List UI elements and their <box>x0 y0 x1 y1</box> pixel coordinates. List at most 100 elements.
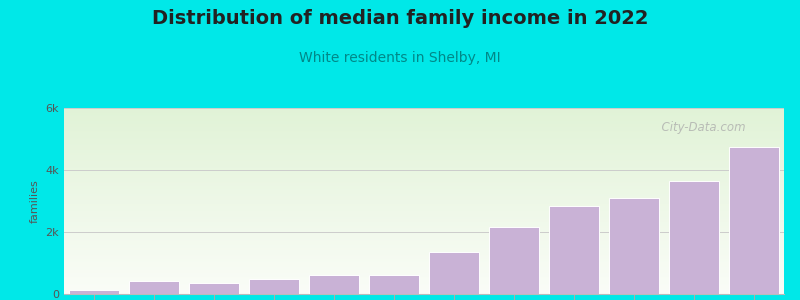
Bar <box>64 293 784 294</box>
Bar <box>64 156 784 157</box>
Bar <box>64 194 784 195</box>
Bar <box>64 284 784 285</box>
Bar <box>64 153 784 154</box>
Bar <box>64 222 784 223</box>
Bar <box>64 125 784 126</box>
Bar <box>64 279 784 280</box>
Bar <box>64 193 784 194</box>
Bar <box>64 112 784 114</box>
Bar <box>64 149 784 150</box>
Bar <box>64 245 784 246</box>
Bar <box>190 283 238 294</box>
Bar <box>64 119 784 120</box>
Bar <box>64 259 784 260</box>
Bar <box>64 252 784 253</box>
Bar <box>64 147 784 148</box>
Bar <box>64 192 784 193</box>
Bar <box>490 227 538 294</box>
Bar <box>64 138 784 139</box>
Bar <box>64 221 784 222</box>
Bar <box>64 152 784 153</box>
Bar <box>64 181 784 182</box>
Bar <box>64 115 784 116</box>
Bar <box>64 174 784 175</box>
Bar <box>64 108 784 109</box>
Bar <box>64 255 784 256</box>
Bar <box>64 220 784 221</box>
Bar <box>64 230 784 231</box>
Bar <box>64 117 784 118</box>
Bar <box>64 203 784 204</box>
Bar <box>64 163 784 164</box>
Bar <box>64 172 784 173</box>
Bar <box>64 240 784 241</box>
Bar <box>64 111 784 112</box>
Bar <box>64 159 784 160</box>
Bar <box>64 231 784 232</box>
Bar <box>64 175 784 176</box>
Bar <box>64 196 784 197</box>
Bar <box>64 191 784 192</box>
Bar <box>310 275 358 294</box>
Bar <box>64 124 784 125</box>
Bar <box>64 223 784 224</box>
Bar <box>64 188 784 189</box>
Bar <box>64 262 784 263</box>
Bar <box>64 225 784 226</box>
Bar <box>64 243 784 244</box>
Text: White residents in Shelby, MI: White residents in Shelby, MI <box>299 51 501 65</box>
Bar <box>64 173 784 174</box>
Bar <box>64 280 784 281</box>
Bar <box>64 204 784 205</box>
Bar <box>64 109 784 110</box>
Bar <box>64 217 784 218</box>
Text: City-Data.com: City-Data.com <box>654 121 746 134</box>
Bar <box>64 289 784 290</box>
Bar <box>64 121 784 122</box>
Bar <box>64 158 784 159</box>
Bar <box>64 201 784 202</box>
Bar <box>64 290 784 291</box>
Bar <box>64 143 784 144</box>
Bar <box>64 178 784 179</box>
Bar <box>64 238 784 239</box>
Bar <box>64 277 784 278</box>
Bar <box>64 161 784 162</box>
Bar <box>64 263 784 264</box>
Bar <box>64 281 784 282</box>
Bar <box>64 205 784 206</box>
Bar <box>64 151 784 152</box>
Bar <box>64 130 784 131</box>
Bar <box>64 249 784 250</box>
Bar <box>64 183 784 184</box>
Bar <box>64 177 784 178</box>
Bar <box>64 288 784 289</box>
Bar <box>64 241 784 242</box>
Bar <box>64 185 784 186</box>
Bar <box>64 145 784 146</box>
Bar <box>64 218 784 219</box>
Bar <box>64 166 784 167</box>
Bar <box>64 197 784 198</box>
Bar <box>64 248 784 249</box>
Bar <box>64 232 784 233</box>
Bar <box>64 216 784 217</box>
Bar <box>64 247 784 248</box>
Bar <box>64 266 784 267</box>
Bar <box>730 147 778 294</box>
Bar <box>64 260 784 261</box>
Bar <box>64 168 784 169</box>
Text: Distribution of median family income in 2022: Distribution of median family income in … <box>152 9 648 28</box>
Bar <box>64 256 784 257</box>
Bar <box>64 267 784 268</box>
Bar <box>64 272 784 273</box>
Bar <box>64 242 784 243</box>
Bar <box>64 292 784 293</box>
Bar <box>64 116 784 117</box>
Bar <box>64 202 784 203</box>
Bar <box>64 136 784 137</box>
Bar <box>64 139 784 140</box>
Bar <box>64 265 784 266</box>
Bar <box>64 208 784 209</box>
Bar <box>64 129 784 130</box>
